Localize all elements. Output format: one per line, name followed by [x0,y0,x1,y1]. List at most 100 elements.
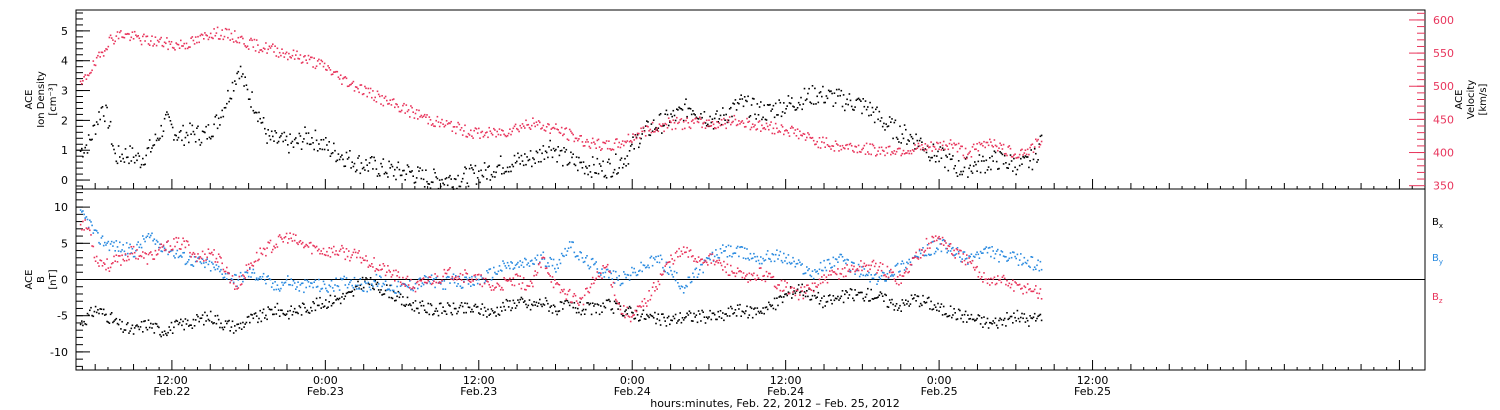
density-series-point [356,169,358,171]
b-by-series-point [285,278,288,281]
b-by-series-point [977,253,980,256]
density-series-point [213,123,215,126]
b-by-series-point [1033,266,1036,268]
b-bz-series-point [823,274,825,276]
density-series-point [945,154,947,157]
b-by-series-point [402,282,404,285]
b-by-series-point [946,251,948,254]
velocity-series-point [505,135,508,138]
velocity-series-point [858,150,861,153]
b-bx-series-point [268,308,271,310]
b-bx-series-point [467,306,470,308]
b-bx-series-point [448,304,450,306]
b-bz-series-point [396,275,398,277]
b-bz-series-point [277,235,280,238]
velocity-series-point [785,129,787,131]
density-series-point [868,114,870,117]
b-by-series-point [627,274,630,276]
density-series-point [990,168,992,171]
density-series-point [287,144,289,146]
velocity-series-point [338,78,341,80]
b-by-series-point [503,262,505,265]
density-series-point [120,160,122,162]
b-bx-series-point [260,320,263,323]
b-bz-series-point [423,281,426,284]
density-series-point [510,170,512,173]
b-bz-series-point [219,255,221,258]
b-by-series-point [992,250,994,252]
b-by-series-point [372,285,374,287]
velocity-series-point [829,145,831,148]
velocity-series-point [250,37,252,40]
b-bx-series-point [483,306,486,309]
velocity-series-point [374,96,376,99]
density-series-point [646,120,648,122]
velocity-series-point [419,116,421,118]
b-by-series-point [892,275,894,277]
velocity-series-point [444,124,447,127]
velocity-series-point [135,34,137,36]
density-series-point [246,88,249,91]
velocity-series-point [934,148,937,150]
x-tick-date-label: Feb.24 [614,385,651,398]
density-series-point [268,135,271,137]
velocity-series-point [896,148,899,150]
velocity-series [79,26,1043,160]
b-by-series-point [773,260,776,263]
b-bx-series-point [265,314,267,317]
b-bz-series-point [444,272,447,275]
density-series-point [466,182,469,184]
density-series-point [162,130,165,132]
density-series-point [812,103,815,105]
density-series-point [518,156,520,159]
density-series-point [604,174,607,177]
density-series-point [519,163,521,165]
b-bz-series-point [503,277,505,279]
b-by-series-point [869,280,871,283]
b-by-series-point [623,271,625,273]
b-by-series-point [678,285,680,288]
density-series-point [250,106,252,108]
b-bz-series-point [246,269,249,272]
velocity-series-point [649,128,652,131]
b-bx-series-point [105,313,107,316]
b-bx-series-point [808,288,810,290]
b-bz-series-point [670,254,672,257]
b-by-series-point [643,264,646,267]
b-by-series-point [655,255,657,258]
b-bz-series-point [612,281,615,284]
b-bx-series-point [338,297,341,300]
b-bz-series-point [176,241,179,243]
b-bz-series-point [95,255,98,258]
b-by-series-point [298,290,301,292]
b-bz-series-point [443,268,446,271]
b-bz-series-point [605,265,608,268]
b-bz-series-point [147,253,150,256]
b-by-series-point [133,255,136,258]
b-bx-series-point [196,314,198,316]
b-by-series-point [839,253,841,256]
b-bx-series-point [372,287,374,290]
b-bz-series-point [259,247,261,250]
density-series-point [555,148,557,151]
density-series-point [750,104,753,106]
density-series-point [704,122,707,124]
density-series-point [199,144,202,146]
b-by-series-point [282,284,284,286]
b-bx-series-point [320,307,322,309]
velocity-series-point [403,102,405,105]
b-bz-series-point [796,289,799,292]
b-by-series-point [680,285,683,287]
b-by-series-point [803,272,806,275]
velocity-series-point [891,151,893,153]
density-series-point [870,114,872,116]
top-right-tick-label: 400 [1433,147,1454,160]
b-bx-series-point [565,299,568,301]
b-bz-series-point [708,255,710,257]
b-bz-series-point [869,268,871,271]
b-bx-series-point [886,305,889,308]
b-bx-series-point [342,292,344,295]
b-bz-series-point [975,266,977,269]
b-bx-series-point [311,310,313,312]
density-series-point [970,170,973,173]
